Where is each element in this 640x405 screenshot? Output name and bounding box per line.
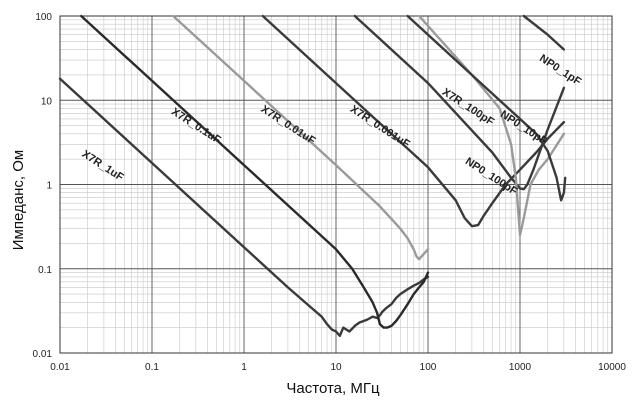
y-tick-label: 0.1 (38, 265, 52, 276)
y-tick-label: 100 (35, 12, 52, 23)
series-label: X7R_1uF (80, 148, 126, 184)
x-tick-label: 10000 (598, 362, 626, 373)
series-line-x7r-0-01uf (171, 14, 430, 261)
series-line-np0-100pf (406, 14, 567, 202)
y-tick-label: 0.01 (33, 349, 53, 360)
y-tick-label: 10 (41, 96, 53, 107)
x-tick-label: 1 (241, 362, 247, 373)
series-line-x7r-0-001uf (261, 14, 566, 228)
plot-frame (59, 15, 613, 354)
series-lines (58, 14, 567, 337)
series-line-x7r-100pf (353, 14, 566, 191)
series-line-np0-1pf (522, 14, 566, 51)
plot-border (59, 15, 613, 354)
x-tick-label: 1000 (509, 362, 532, 373)
y-axis-title: Импеданс, Ом (10, 150, 27, 250)
x-tick-label: 100 (420, 362, 437, 373)
x-axis-ticks: 0.01 0.1 1 10 100 1000 10000 (50, 362, 626, 373)
y-tick-label: 1 (46, 181, 52, 192)
grid (59, 15, 613, 354)
x-axis-title: Частота, МГц (286, 380, 380, 397)
x-tick-label: 0.1 (145, 362, 159, 373)
series-line-x7r-1uf (58, 77, 430, 337)
series-line-x7r-0-1uf (79, 14, 430, 329)
series-line-np0-10pf (417, 14, 566, 237)
series-label: NP0_1pF (537, 53, 583, 89)
y-axis-ticks: 100 10 1 0.1 0.01 (33, 12, 53, 360)
x-tick-label: 10 (330, 362, 342, 373)
x-tick-label: 0.01 (50, 362, 70, 373)
